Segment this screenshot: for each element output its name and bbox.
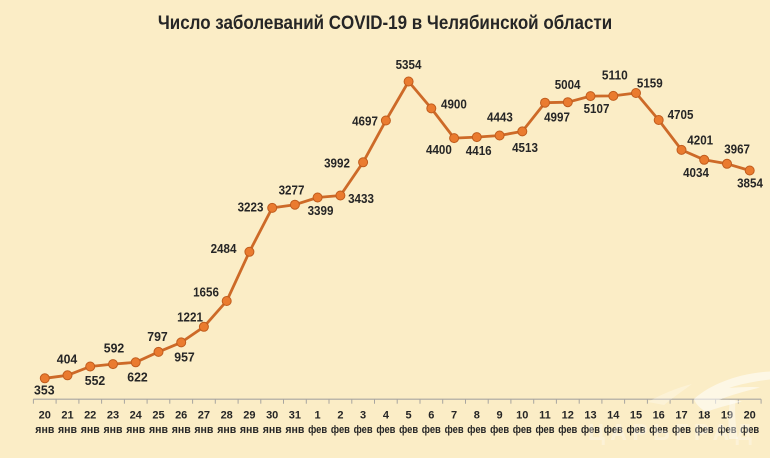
svg-text:3992: 3992 (324, 156, 350, 171)
svg-text:фев: фев (331, 424, 350, 436)
svg-text:3967: 3967 (724, 141, 750, 156)
svg-text:фев: фев (490, 424, 509, 436)
svg-text:552: 552 (85, 373, 106, 388)
svg-text:фев: фев (399, 424, 418, 436)
svg-text:фев: фев (672, 424, 691, 436)
svg-text:1656: 1656 (193, 285, 219, 300)
svg-text:2: 2 (337, 410, 343, 422)
svg-text:30: 30 (266, 410, 278, 422)
svg-text:янв: янв (149, 424, 168, 436)
svg-text:16: 16 (653, 410, 665, 422)
svg-text:фев: фев (581, 424, 600, 436)
svg-text:8: 8 (474, 410, 480, 422)
svg-text:31: 31 (289, 410, 301, 422)
svg-text:янв: янв (58, 424, 77, 436)
svg-text:5107: 5107 (584, 101, 610, 116)
svg-text:11: 11 (539, 410, 551, 422)
svg-text:янв: янв (240, 424, 259, 436)
svg-text:404: 404 (57, 352, 78, 367)
svg-text:1: 1 (315, 410, 321, 422)
svg-text:5004: 5004 (555, 77, 581, 92)
svg-text:фев: фев (467, 424, 486, 436)
svg-text:ЦАРЬГРАД: ЦАРЬГРАД (588, 419, 758, 445)
svg-text:янв: янв (104, 424, 123, 436)
svg-text:янв: янв (172, 424, 191, 436)
svg-text:4416: 4416 (466, 143, 492, 158)
svg-text:4201: 4201 (687, 133, 713, 148)
svg-text:фев: фев (627, 424, 646, 436)
svg-text:15: 15 (630, 410, 642, 422)
svg-text:фев: фев (649, 424, 668, 436)
svg-text:3433: 3433 (348, 191, 374, 206)
svg-text:янв: янв (126, 424, 145, 436)
svg-text:957: 957 (174, 350, 195, 365)
svg-text:622: 622 (127, 370, 148, 385)
svg-text:3854: 3854 (737, 176, 763, 191)
svg-text:4997: 4997 (544, 110, 570, 125)
svg-text:22: 22 (84, 410, 96, 422)
svg-text:17: 17 (675, 410, 687, 422)
svg-text:7: 7 (451, 410, 457, 422)
svg-text:3: 3 (360, 410, 366, 422)
svg-text:4697: 4697 (352, 114, 378, 129)
svg-text:5110: 5110 (602, 68, 628, 83)
svg-text:29: 29 (243, 410, 255, 422)
svg-text:4705: 4705 (668, 107, 694, 122)
svg-text:797: 797 (147, 329, 168, 344)
svg-text:4034: 4034 (683, 165, 709, 180)
svg-text:янв: янв (81, 424, 100, 436)
svg-text:янв: янв (217, 424, 236, 436)
svg-text:янв: янв (263, 424, 282, 436)
svg-text:3223: 3223 (238, 200, 264, 215)
svg-text:23: 23 (107, 410, 119, 422)
svg-text:4: 4 (383, 410, 390, 422)
svg-text:2484: 2484 (211, 241, 237, 256)
svg-text:27: 27 (198, 410, 210, 422)
svg-text:24: 24 (130, 410, 143, 422)
svg-text:1221: 1221 (177, 310, 203, 325)
svg-text:5354: 5354 (396, 57, 422, 72)
svg-text:592: 592 (104, 340, 125, 355)
svg-text:фев: фев (354, 424, 373, 436)
svg-text:янв: янв (194, 424, 213, 436)
svg-text:18: 18 (698, 410, 710, 422)
svg-text:фев: фев (513, 424, 532, 436)
svg-text:янв: янв (35, 424, 54, 436)
svg-text:20: 20 (39, 410, 51, 422)
svg-text:фев: фев (718, 424, 737, 436)
svg-text:13: 13 (584, 410, 596, 422)
svg-text:21: 21 (61, 410, 73, 422)
svg-text:10: 10 (516, 410, 528, 422)
svg-text:фев: фев (445, 424, 464, 436)
svg-text:янв: янв (285, 424, 304, 436)
svg-text:25: 25 (152, 410, 164, 422)
svg-text:4443: 4443 (487, 109, 513, 124)
svg-text:фев: фев (376, 424, 395, 436)
svg-text:фев: фев (740, 424, 759, 436)
svg-text:фев: фев (558, 424, 577, 436)
svg-text:5: 5 (406, 410, 412, 422)
svg-text:353: 353 (34, 383, 55, 398)
svg-text:3277: 3277 (279, 183, 305, 198)
svg-text:19: 19 (721, 410, 733, 422)
svg-text:9: 9 (497, 410, 503, 422)
svg-text:26: 26 (175, 410, 187, 422)
svg-text:фев: фев (695, 424, 714, 436)
svg-text:фев: фев (604, 424, 623, 436)
svg-text:4900: 4900 (441, 97, 467, 112)
svg-text:4513: 4513 (512, 140, 538, 155)
svg-text:фев: фев (308, 424, 327, 436)
svg-text:4400: 4400 (426, 142, 452, 157)
svg-text:14: 14 (607, 410, 620, 422)
svg-text:фев: фев (422, 424, 441, 436)
svg-text:12: 12 (562, 410, 574, 422)
svg-text:28: 28 (221, 410, 233, 422)
svg-text:5159: 5159 (637, 76, 663, 91)
svg-text:фев: фев (536, 424, 555, 436)
svg-text:3399: 3399 (308, 203, 334, 218)
svg-text:20: 20 (744, 410, 756, 422)
svg-text:6: 6 (428, 410, 434, 422)
